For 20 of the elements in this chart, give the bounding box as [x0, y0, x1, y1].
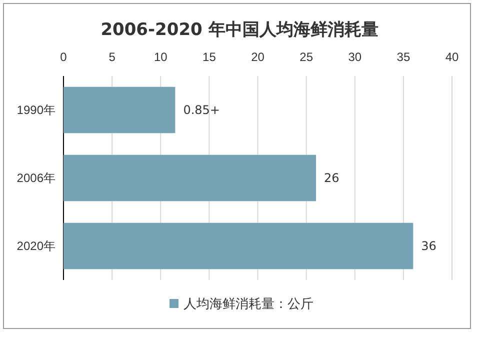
text: 26 [324, 171, 340, 186]
y-tick-label: 2006年 [16, 170, 56, 185]
x-tick-label: 0 [60, 50, 68, 64]
x-tick-label: 30 [348, 50, 362, 64]
y-tick-label: 2020年 [16, 238, 56, 253]
x-tick-label: 5 [108, 50, 116, 64]
x-tick-label: 40 [445, 50, 459, 64]
x-tick-label: 25 [300, 50, 314, 64]
text: 0.85+ [183, 103, 220, 118]
x-tick-label: 20 [251, 50, 265, 64]
bar [64, 86, 176, 134]
x-tick-label: 35 [396, 50, 410, 64]
text: 36 [421, 239, 436, 254]
bar [64, 154, 316, 202]
chart-title: 2006-2020 年中国人均海鲜消耗量 [100, 20, 378, 40]
x-tick-label: 10 [154, 50, 168, 64]
y-tick-label: 1990年 [16, 102, 56, 117]
bar [64, 222, 414, 270]
x-tick-label: 15 [202, 50, 216, 64]
legend-label: 人均海鲜消耗量：公斤 [184, 297, 314, 312]
